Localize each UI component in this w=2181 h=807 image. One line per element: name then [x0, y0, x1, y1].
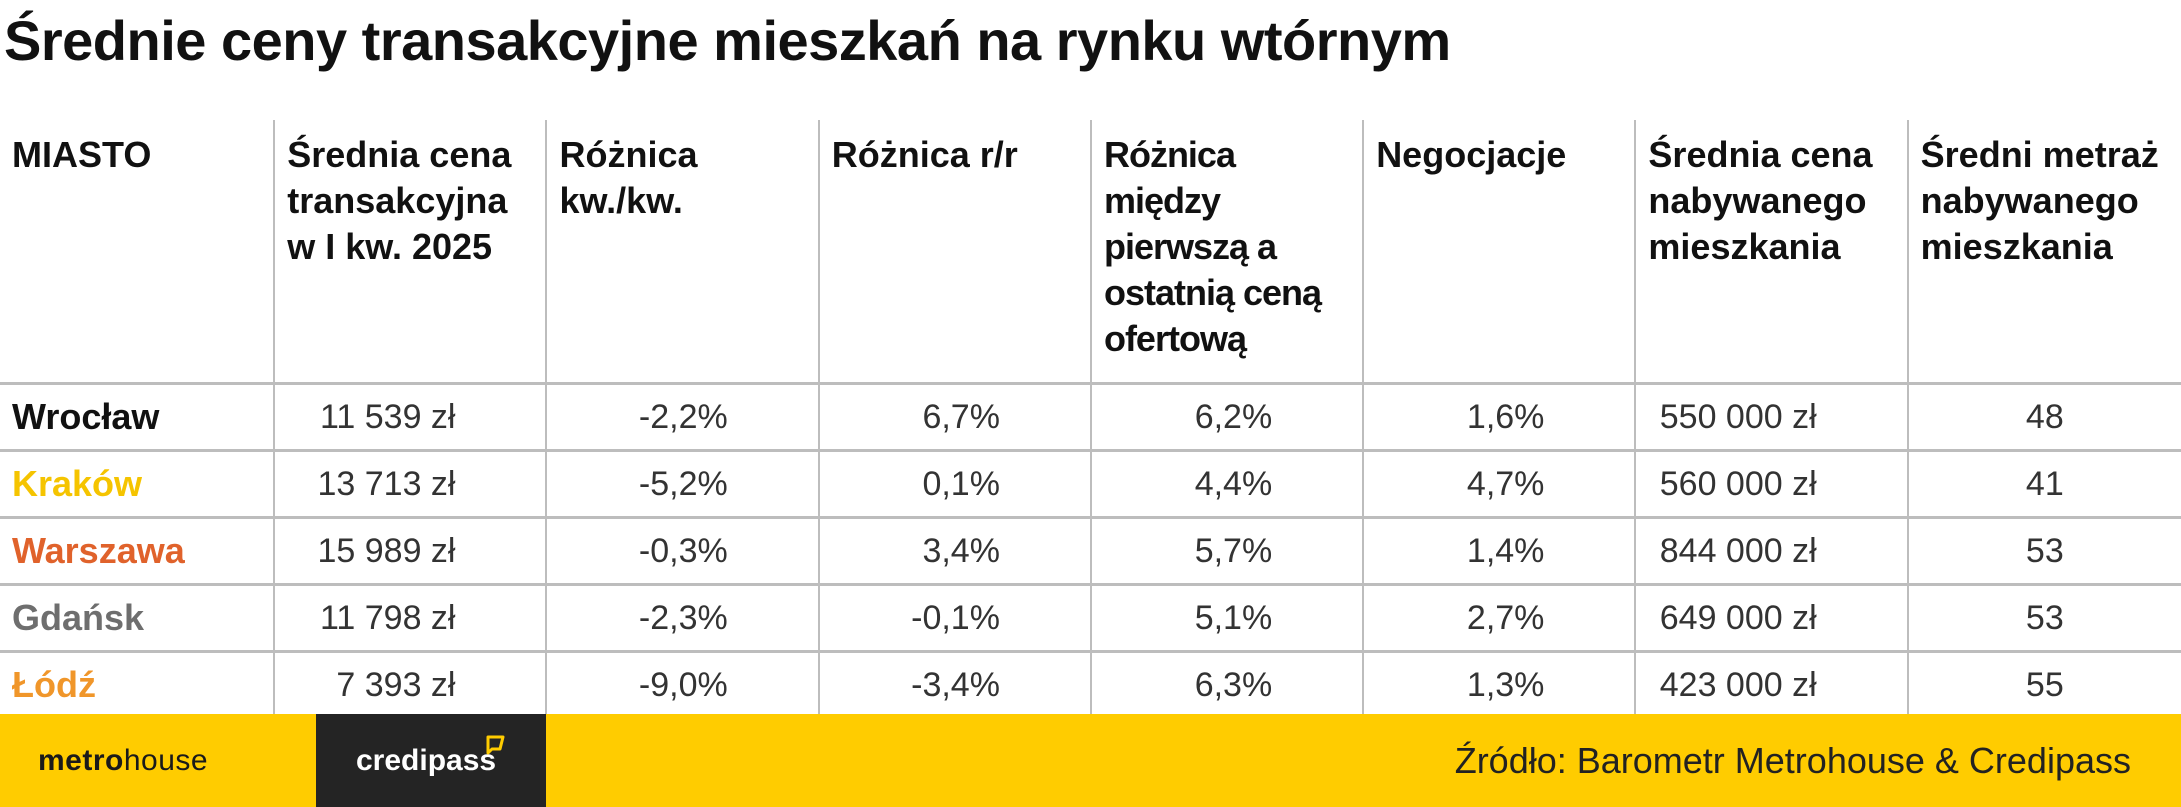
cell-negotiation: 4,7% — [1362, 450, 1636, 519]
cell-avg-price: 7 393 zł — [273, 651, 547, 717]
source-note: Źródło: Barometr Metrohouse & Credipass — [1454, 740, 2131, 781]
price-table: MIASTO Średnia cena transakcyjna w I kw.… — [0, 120, 2181, 717]
cell-avg-price: 15 989 zł — [273, 517, 547, 586]
page-title: Średnie ceny transakcyjne mieszkań na ry… — [4, 9, 1451, 72]
cell-city: Warszawa — [0, 517, 275, 586]
table-row: Kraków 13 713 zł -5,2% 0,1% 4,4% 4,7% 560 000 … — [0, 450, 2181, 519]
metrohouse-logo-bold: metro — [38, 743, 124, 777]
cell-negotiation: 1,4% — [1362, 517, 1636, 586]
cell-avg-purchase-price: 560 000 zł — [1634, 450, 1908, 519]
cell-city: Gdańsk — [0, 584, 275, 653]
cell-avg-area: 41 — [1906, 450, 2181, 519]
cell-avg-price: 13 713 zł — [273, 450, 547, 519]
column-header-city: MIASTO — [0, 120, 275, 385]
cell-avg-area: 48 — [1906, 383, 2181, 452]
metrohouse-logo: metro house — [0, 714, 316, 807]
column-header-avg-price: Średnia cena transakcyjna w I kw. 2025 — [273, 120, 547, 385]
cell-offer-diff: 5,1% — [1089, 584, 1364, 653]
cell-city: Kraków — [0, 450, 275, 519]
credipass-mark-icon — [486, 735, 505, 755]
column-header-negotiation: Negocjacje — [1362, 120, 1636, 385]
column-header-offer-diff: Różnica między pierwszą a ostatnią ceną … — [1089, 120, 1364, 385]
cell-qoq: -2,2% — [545, 383, 819, 452]
cell-avg-price: 11 539 zł — [273, 383, 547, 452]
table-row: Wrocław 11 539 zł -2,2% 6,7% 6,2% 1,6% 550 000… — [0, 383, 2181, 452]
table-row: Łódź 7 393 zł -9,0% -3,4% 6,3% 1,3% 423 000 zł… — [0, 651, 2181, 717]
cell-avg-area: 55 — [1906, 651, 2181, 717]
column-header-qoq: Różnica kw./kw. — [545, 120, 819, 385]
cell-avg-purchase-price: 844 000 zł — [1634, 517, 1908, 586]
cell-qoq: -2,3% — [545, 584, 819, 653]
cell-avg-area: 53 — [1906, 584, 2181, 653]
cell-avg-purchase-price: 423 000 zł — [1634, 651, 1908, 717]
cell-avg-purchase-price: 649 000 zł — [1634, 584, 1908, 653]
cell-avg-purchase-price: 550 000 zł — [1634, 383, 1908, 452]
cell-yoy: -3,4% — [817, 651, 1091, 717]
footer-bar: metro house credipass Źródło: Barometr Me… — [0, 714, 2181, 807]
cell-city: Łódź — [12, 664, 96, 705]
column-header-avg-area: Średni metraż nabywanego mieszkania — [1906, 120, 2181, 385]
cell-avg-area: 53 — [1906, 517, 2181, 586]
cell-negotiation: 1,6% — [1362, 383, 1636, 452]
cell-offer-diff: 6,3% — [1089, 651, 1364, 717]
metrohouse-logo-light: house — [123, 743, 209, 777]
cell-avg-price: 11 798 zł — [273, 584, 547, 653]
cell-offer-diff: 4,4% — [1089, 450, 1364, 519]
cell-negotiation: 1,3% — [1362, 651, 1636, 717]
table-row: Warszawa 15 989 zł -0,3% 3,4% 5,7% 1,4% 844 00… — [0, 517, 2181, 586]
cell-yoy: -0,1% — [817, 584, 1091, 653]
credipass-logo: credipass — [316, 714, 546, 807]
cell-city: Wrocław — [0, 383, 275, 452]
cell-negotiation: 2,7% — [1362, 584, 1636, 653]
cell-yoy: 3,4% — [817, 517, 1091, 586]
cell-qoq: -5,2% — [545, 450, 819, 519]
cell-qoq: -9,0% — [545, 651, 819, 717]
cell-offer-diff: 5,7% — [1089, 517, 1364, 586]
cell-qoq: -0,3% — [545, 517, 819, 586]
table-header-row: MIASTO Średnia cena transakcyjna w I kw.… — [0, 120, 2181, 385]
credipass-logo-text: credipass — [356, 743, 497, 777]
cell-yoy: 6,7% — [817, 383, 1091, 452]
cell-offer-diff: 6,2% — [1089, 383, 1364, 452]
column-header-avg-purchase-price: Średnia cena nabywanego mieszkania — [1634, 120, 1908, 385]
cell-yoy: 0,1% — [817, 450, 1091, 519]
table-row: Gdańsk 11 798 zł -2,3% -0,1% 5,1% 2,7% 649 000… — [0, 584, 2181, 653]
column-header-yoy: Różnica r/r — [817, 120, 1091, 385]
